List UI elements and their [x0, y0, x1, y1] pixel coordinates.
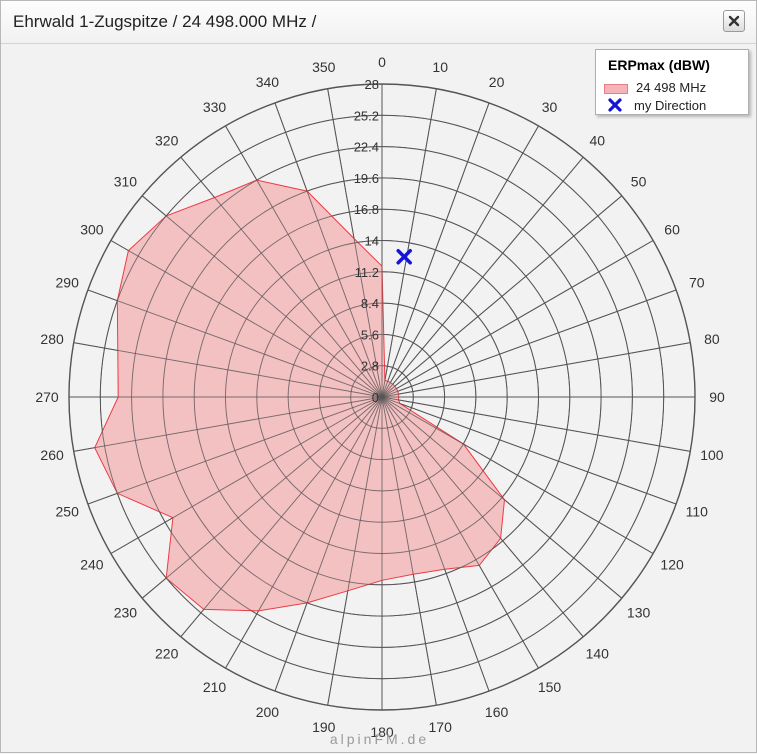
window-title: Ehrwald 1-Zugspitze / 24 498.000 MHz / [13, 12, 317, 31]
radial-tick-label: 2.8 [361, 359, 379, 374]
angle-tick-label: 110 [686, 504, 709, 520]
angle-tick-label: 170 [429, 719, 453, 735]
grid-ring-overlay [162, 177, 602, 617]
angle-tick-label: 80 [704, 331, 720, 347]
legend-item-series[interactable]: 24 498 MHz [604, 80, 706, 95]
grid-ring-overlay [318, 333, 446, 461]
radial-tick-label: 25.2 [354, 108, 379, 123]
legend-direction-label: my Direction [634, 98, 707, 113]
title-bar: Ehrwald 1-Zugspitze / 24 498.000 MHz / [1, 1, 756, 44]
angle-tick-label: 200 [256, 704, 280, 720]
angle-tick-label: 210 [203, 679, 227, 695]
angle-tick-label: 120 [660, 557, 684, 573]
close-button[interactable] [723, 10, 745, 32]
angle-tick-label: 20 [489, 74, 505, 90]
angle-tick-label: 30 [542, 99, 558, 115]
direction-x-icon [604, 98, 626, 115]
legend-series-label: 24 498 MHz [636, 80, 707, 95]
radial-tick-label: 16.8 [354, 202, 379, 217]
angle-tick-label: 290 [56, 274, 80, 290]
series-swatch [604, 83, 628, 94]
angle-tick-label: 220 [155, 646, 179, 662]
radial-tick-label: 5.6 [361, 327, 379, 342]
grid-ring-overlay [225, 240, 539, 554]
angle-tick-label: 60 [664, 222, 680, 238]
angle-tick-label: 150 [538, 679, 562, 695]
angle-tick-label: 10 [432, 59, 448, 75]
angle-tick-label: 50 [631, 174, 647, 190]
angle-tick-label: 300 [80, 222, 104, 238]
watermark: alpinFM.de [329, 731, 430, 747]
angle-tick-label: 180 [370, 724, 394, 740]
angle-tick-label: 0 [378, 54, 386, 70]
angle-tick-label: 280 [40, 331, 64, 347]
angle-tick-label: 310 [114, 174, 138, 190]
radial-tick-label: 22.4 [354, 140, 379, 155]
angle-tick-label: 240 [80, 557, 104, 573]
angle-tick-label: 250 [56, 504, 80, 520]
angle-tick-label: 260 [40, 447, 64, 463]
angle-tick-label: 320 [155, 132, 179, 148]
angle-tick-label: 140 [586, 646, 610, 662]
radial-tick-label: 14 [365, 234, 379, 249]
legend: ERPmax (dBW) 24 498 MHz my Direction [595, 49, 749, 115]
grid-ring-overlay [193, 208, 571, 586]
angle-tick-label: 100 [700, 447, 724, 463]
angle-tick-label: 190 [312, 719, 336, 735]
angle-tick-label: 130 [627, 604, 651, 620]
radial-tick-label: 11.2 [355, 265, 379, 280]
grid-ring-overlay [256, 271, 508, 523]
angle-tick-label: 40 [590, 132, 606, 148]
grid-ring-overlay [131, 146, 633, 648]
angle-tick-label: 70 [689, 274, 705, 290]
close-icon [728, 15, 740, 27]
angle-tick-label: 330 [203, 99, 227, 115]
radial-tick-label: 19.6 [354, 171, 379, 186]
angle-tick-label: 160 [485, 704, 509, 720]
angle-tick-label: 90 [709, 389, 725, 405]
grid-ring-overlay [99, 114, 665, 680]
radial-tick-label: 0 [372, 390, 379, 405]
angle-tick-label: 230 [114, 604, 138, 620]
grid-ring-overlay [287, 302, 477, 492]
radial-tick-label: 28 [365, 77, 379, 92]
direction-marker [396, 249, 412, 265]
grid-ring-overlay [68, 83, 696, 711]
angle-tick-label: 350 [312, 59, 336, 75]
radial-tick-label: 8.4 [361, 296, 379, 311]
grid-ring-overlay [350, 365, 414, 429]
legend-item-direction[interactable]: my Direction [604, 98, 706, 115]
angle-tick-label: 270 [35, 389, 59, 405]
angle-tick-label: 340 [256, 74, 280, 90]
legend-title: ERPmax (dBW) [608, 57, 710, 73]
